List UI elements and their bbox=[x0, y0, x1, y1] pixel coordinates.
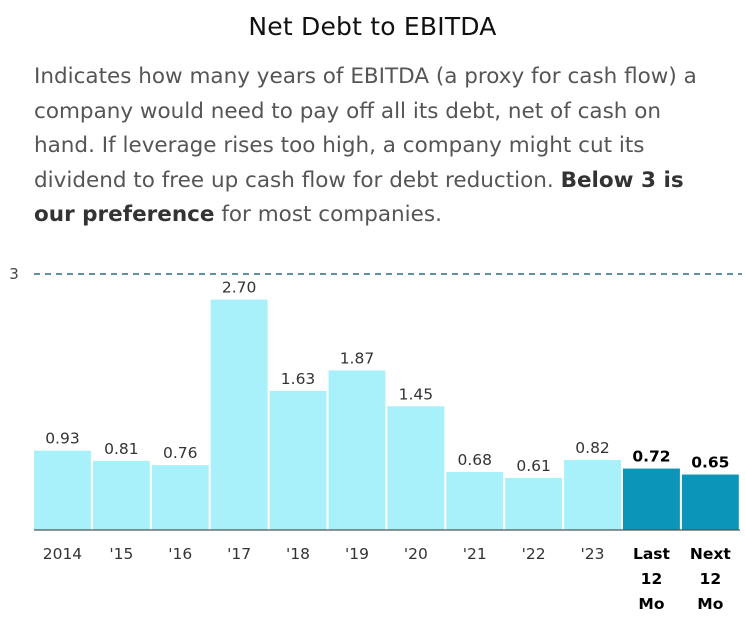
bar bbox=[505, 477, 563, 530]
bar bbox=[328, 370, 386, 530]
value-label: 0.76 bbox=[163, 444, 198, 462]
x-tick-label: Mo bbox=[697, 595, 723, 613]
x-tick-label: 12 bbox=[700, 570, 722, 588]
chart-title: Net Debt to EBITDA bbox=[248, 12, 497, 41]
chart-description: Indicates how many years of EBITDA (a pr… bbox=[34, 60, 724, 233]
value-label: 1.87 bbox=[340, 349, 375, 367]
bar bbox=[210, 299, 268, 530]
x-tick-label: '18 bbox=[286, 545, 310, 563]
x-tick-label: '23 bbox=[581, 545, 605, 563]
reference-line-label: 3 bbox=[9, 265, 19, 283]
bar bbox=[681, 474, 739, 530]
x-tick-label: '20 bbox=[404, 545, 428, 563]
x-tick-label: '21 bbox=[463, 545, 487, 563]
x-tick-label: '15 bbox=[109, 545, 133, 563]
x-tick-label: Next bbox=[690, 545, 731, 563]
bar bbox=[269, 390, 327, 530]
x-tick-label: 12 bbox=[641, 570, 663, 588]
bar bbox=[34, 450, 91, 530]
value-label: 0.72 bbox=[632, 448, 670, 466]
bar bbox=[564, 460, 621, 530]
value-label: 1.63 bbox=[281, 370, 316, 388]
bar bbox=[387, 406, 445, 530]
value-label: 0.81 bbox=[104, 440, 139, 458]
bar bbox=[151, 465, 209, 530]
x-tick-label: '19 bbox=[345, 545, 369, 563]
value-label: 2.70 bbox=[222, 279, 257, 297]
value-label: 0.68 bbox=[457, 451, 492, 469]
value-label: 0.93 bbox=[45, 430, 80, 448]
bar bbox=[92, 460, 150, 530]
x-tick-label: '17 bbox=[227, 545, 251, 563]
value-label: 0.61 bbox=[516, 457, 551, 475]
x-tick-label: '22 bbox=[522, 545, 546, 563]
x-tick-label: 2014 bbox=[43, 545, 82, 563]
bar bbox=[446, 471, 504, 530]
bar bbox=[623, 468, 680, 530]
x-tick-label: '16 bbox=[168, 545, 192, 563]
value-label: 1.45 bbox=[399, 385, 434, 403]
x-tick-label: Last bbox=[633, 545, 671, 563]
value-label: 0.65 bbox=[691, 454, 729, 472]
value-label: 0.82 bbox=[575, 439, 610, 457]
x-tick-label: Mo bbox=[638, 595, 664, 613]
description-text-end: for most companies. bbox=[214, 202, 442, 227]
description-emphasis: Below 3 is our preference bbox=[34, 167, 684, 228]
description-text: Indicates how many years of EBITDA (a pr… bbox=[34, 64, 697, 193]
